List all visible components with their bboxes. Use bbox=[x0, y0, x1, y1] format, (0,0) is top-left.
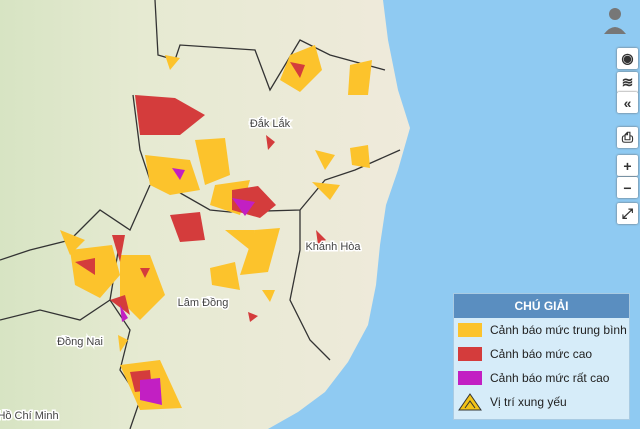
legend-title: CHÚ GIẢI bbox=[454, 294, 629, 318]
legend-item: Vị trí xung yếu bbox=[454, 390, 629, 414]
legend-label: Cảnh báo mức trung bình bbox=[490, 323, 627, 337]
legend-label: Cảnh báo mức rất cao bbox=[490, 371, 610, 385]
swatch bbox=[458, 371, 482, 385]
globe-button[interactable]: ◉ bbox=[617, 48, 638, 69]
place-label: Đồng Nai bbox=[57, 336, 103, 348]
legend: CHÚ GIẢI Cảnh báo mức trung bình Cảnh bá… bbox=[453, 293, 630, 420]
place-label: Khánh Hòa bbox=[305, 241, 361, 253]
collapse-button[interactable]: « bbox=[617, 92, 638, 113]
legend-item: Cảnh báo mức trung bình bbox=[454, 318, 629, 342]
hazard-zones bbox=[60, 45, 372, 410]
swatch bbox=[458, 347, 482, 361]
user-icon[interactable] bbox=[604, 8, 626, 34]
warning-icon bbox=[458, 393, 482, 411]
legend-item: Cảnh báo mức rất cao bbox=[454, 366, 629, 390]
legend-label: Cảnh báo mức cao bbox=[490, 347, 593, 361]
fullscreen-button[interactable]: ⤢ bbox=[617, 203, 638, 224]
print-button[interactable]: ⎙ bbox=[617, 127, 638, 148]
swatch bbox=[458, 323, 482, 337]
place-label: Hồ Chí Minh bbox=[0, 410, 59, 422]
place-label: Lâm Đồng bbox=[178, 297, 229, 309]
legend-label: Vị trí xung yếu bbox=[490, 395, 567, 409]
layers-button[interactable]: ≋ bbox=[617, 72, 638, 93]
land bbox=[0, 0, 410, 429]
zoom-out-button[interactable]: − bbox=[617, 177, 638, 198]
place-label: Đắk Lắk bbox=[250, 117, 291, 130]
legend-item: Cảnh báo mức cao bbox=[454, 342, 629, 366]
zoom-in-button[interactable]: + bbox=[617, 155, 638, 176]
